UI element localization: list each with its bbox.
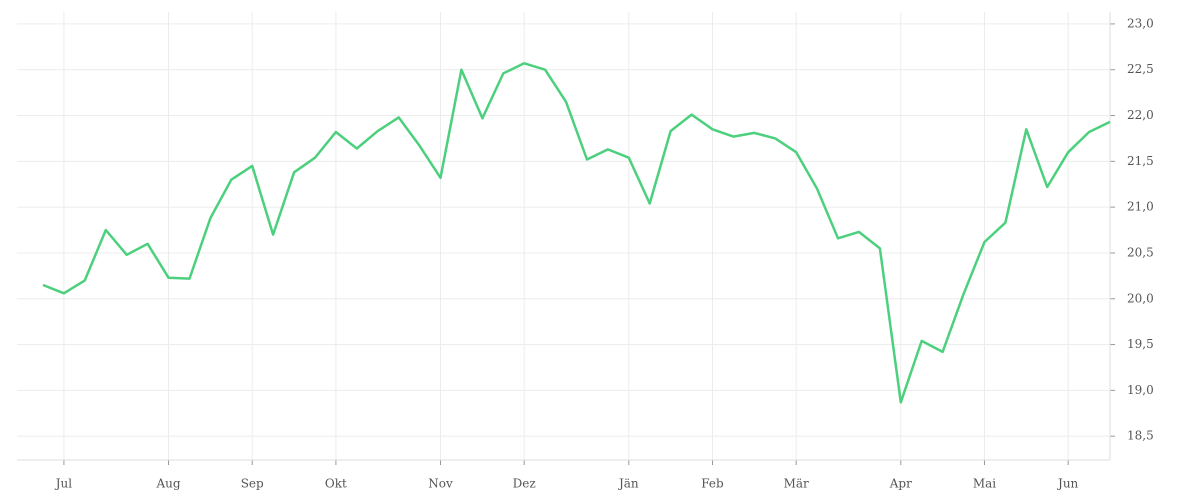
data-line [42, 62, 1111, 404]
y-tick-label: 22,0 [1127, 108, 1154, 122]
y-tick-label: 19,5 [1127, 337, 1154, 351]
y-tick-label: 18,5 [1127, 429, 1154, 443]
x-tick-label: Jul [54, 477, 73, 491]
x-tick-label: Okt [325, 477, 347, 491]
x-tick-label: Feb [701, 477, 724, 491]
x-tick-label: Jun [1056, 477, 1079, 491]
x-tick-label: Jän [617, 477, 639, 491]
x-tick-label: Aug [155, 477, 180, 491]
x-tick-label: Mai [973, 477, 996, 491]
y-tick-label: 20,0 [1127, 291, 1154, 305]
x-tick-label: Mär [784, 477, 809, 491]
x-tick-label: Sep [241, 477, 264, 491]
x-tick-label: Apr [889, 477, 912, 491]
x-tick-label: Dez [513, 477, 536, 491]
y-tick-label: 21,5 [1127, 154, 1154, 168]
y-tick-label: 20,5 [1127, 245, 1154, 259]
y-tick-label: 23,0 [1127, 16, 1154, 30]
y-tick-label: 21,0 [1127, 200, 1154, 214]
y-tick-label: 22,5 [1127, 62, 1154, 76]
x-tick-label: Nov [428, 477, 453, 491]
y-tick-label: 19,0 [1127, 383, 1154, 397]
